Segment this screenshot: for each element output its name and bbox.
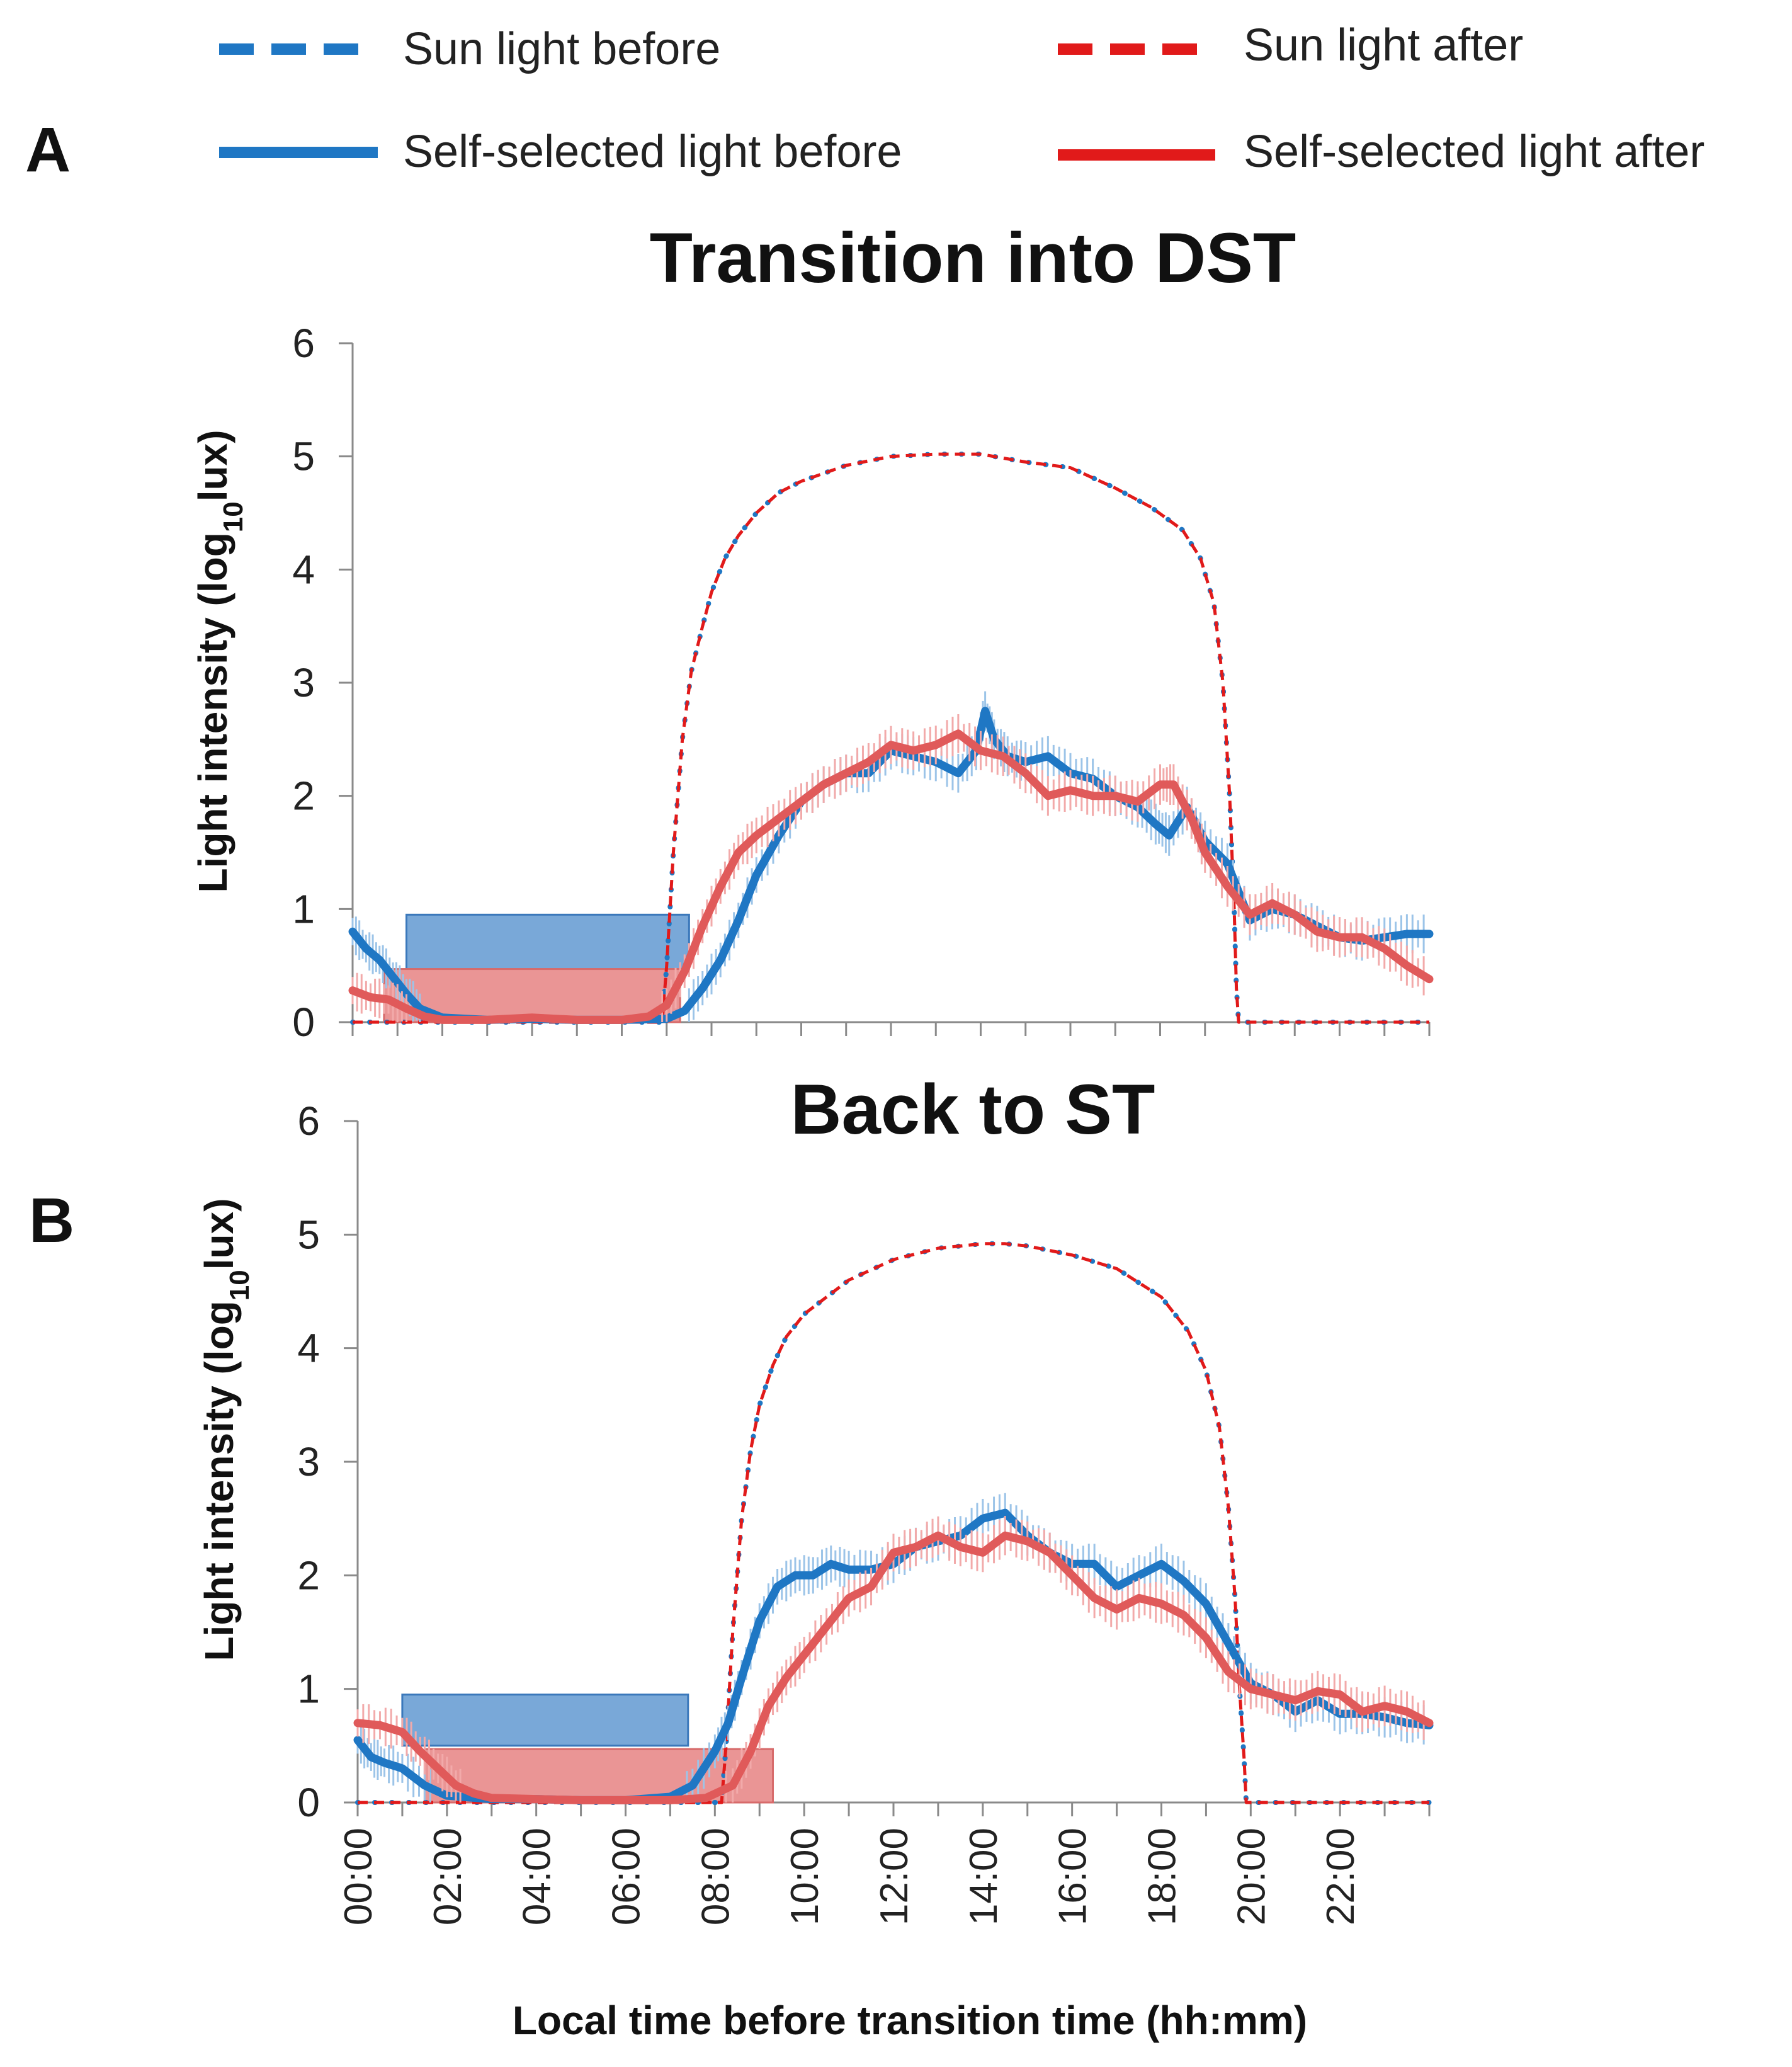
x-tick-label-b: 16:00 [1052, 1828, 1095, 1925]
x-tick-label-b: 04:00 [516, 1828, 559, 1925]
sleep-box-before-a [405, 913, 690, 971]
y-tick-label-b: 2 [297, 1552, 320, 1598]
panel-letter-a: A [25, 115, 71, 185]
chart-title-a: Transition into DST [650, 219, 1296, 297]
ylabel-b: Light intensity (log10lux) [196, 1198, 255, 1661]
sun-line-after-b [358, 1242, 1429, 1804]
legend-label-self-after: Self-selected light after [1244, 127, 1704, 177]
y-tick-label-b: 4 [297, 1326, 320, 1371]
x-tick-label-b: 22:00 [1319, 1828, 1363, 1925]
y-tick-label-a: 4 [292, 547, 315, 592]
y-tick-label-a: 2 [292, 773, 315, 819]
panel-letter-b: B [29, 1185, 74, 1256]
chart-title-b: Back to ST [791, 1070, 1155, 1149]
y-tick-label-a: 1 [292, 886, 315, 931]
y-tick-label-b: 3 [297, 1439, 320, 1484]
x-tick-label-b: 08:00 [694, 1828, 737, 1925]
x-tick-label-b: 06:00 [605, 1828, 649, 1925]
legend: Sun light before Sun light after Self-se… [219, 20, 1704, 177]
y-tick-label-b: 5 [297, 1212, 320, 1257]
plot-panel-b: 0 1 2 3 4 5 6 00:00 02:00 04:00 06:00 08:00 10:00 12:… [297, 1098, 1434, 1925]
legend-label-sun-before: Sun light before [403, 24, 720, 74]
y-tick-label-b: 6 [297, 1098, 320, 1144]
x-tick-label-b: 10:00 [783, 1828, 827, 1925]
x-tick-label-b: 00:00 [337, 1828, 380, 1925]
series-line-self_after_line-a [348, 729, 1434, 1024]
y-tick-label-a: 6 [292, 321, 315, 366]
y-tick-label-a: 3 [292, 660, 315, 705]
y-tick-label-b: 0 [297, 1780, 320, 1825]
x-tick-label-b: 02:00 [426, 1828, 470, 1925]
y-tick-label-b: 1 [297, 1666, 320, 1712]
x-tick-label-b: 18:00 [1141, 1828, 1184, 1925]
legend-label-sun-after: Sun light after [1244, 20, 1523, 71]
sleep-box-before-b [401, 1694, 689, 1747]
x-tick-label-b: 14:00 [962, 1828, 1006, 1925]
series-line-self_after_line-b [353, 1531, 1434, 1804]
ylabel-a: Light intensity (log10lux) [190, 430, 249, 892]
y-tick-label-a: 5 [292, 434, 315, 479]
xlabel: Local time before transition time (hh:mm… [513, 1998, 1307, 2043]
x-tick-label-b: 20:00 [1230, 1828, 1273, 1925]
legend-label-self-before: Self-selected light before [403, 127, 902, 177]
plot-panel-a: 0 1 2 3 4 5 6 [292, 321, 1434, 1045]
sun-line-after-a [353, 452, 1429, 1024]
y-tick-label-a: 0 [292, 999, 315, 1045]
x-tick-label-b: 12:00 [873, 1828, 916, 1925]
